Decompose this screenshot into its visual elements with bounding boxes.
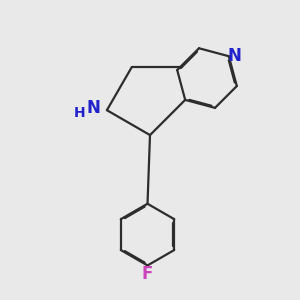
- Text: N: N: [228, 47, 242, 65]
- Text: F: F: [142, 266, 153, 284]
- Text: H: H: [74, 106, 85, 120]
- Text: N: N: [86, 99, 100, 117]
